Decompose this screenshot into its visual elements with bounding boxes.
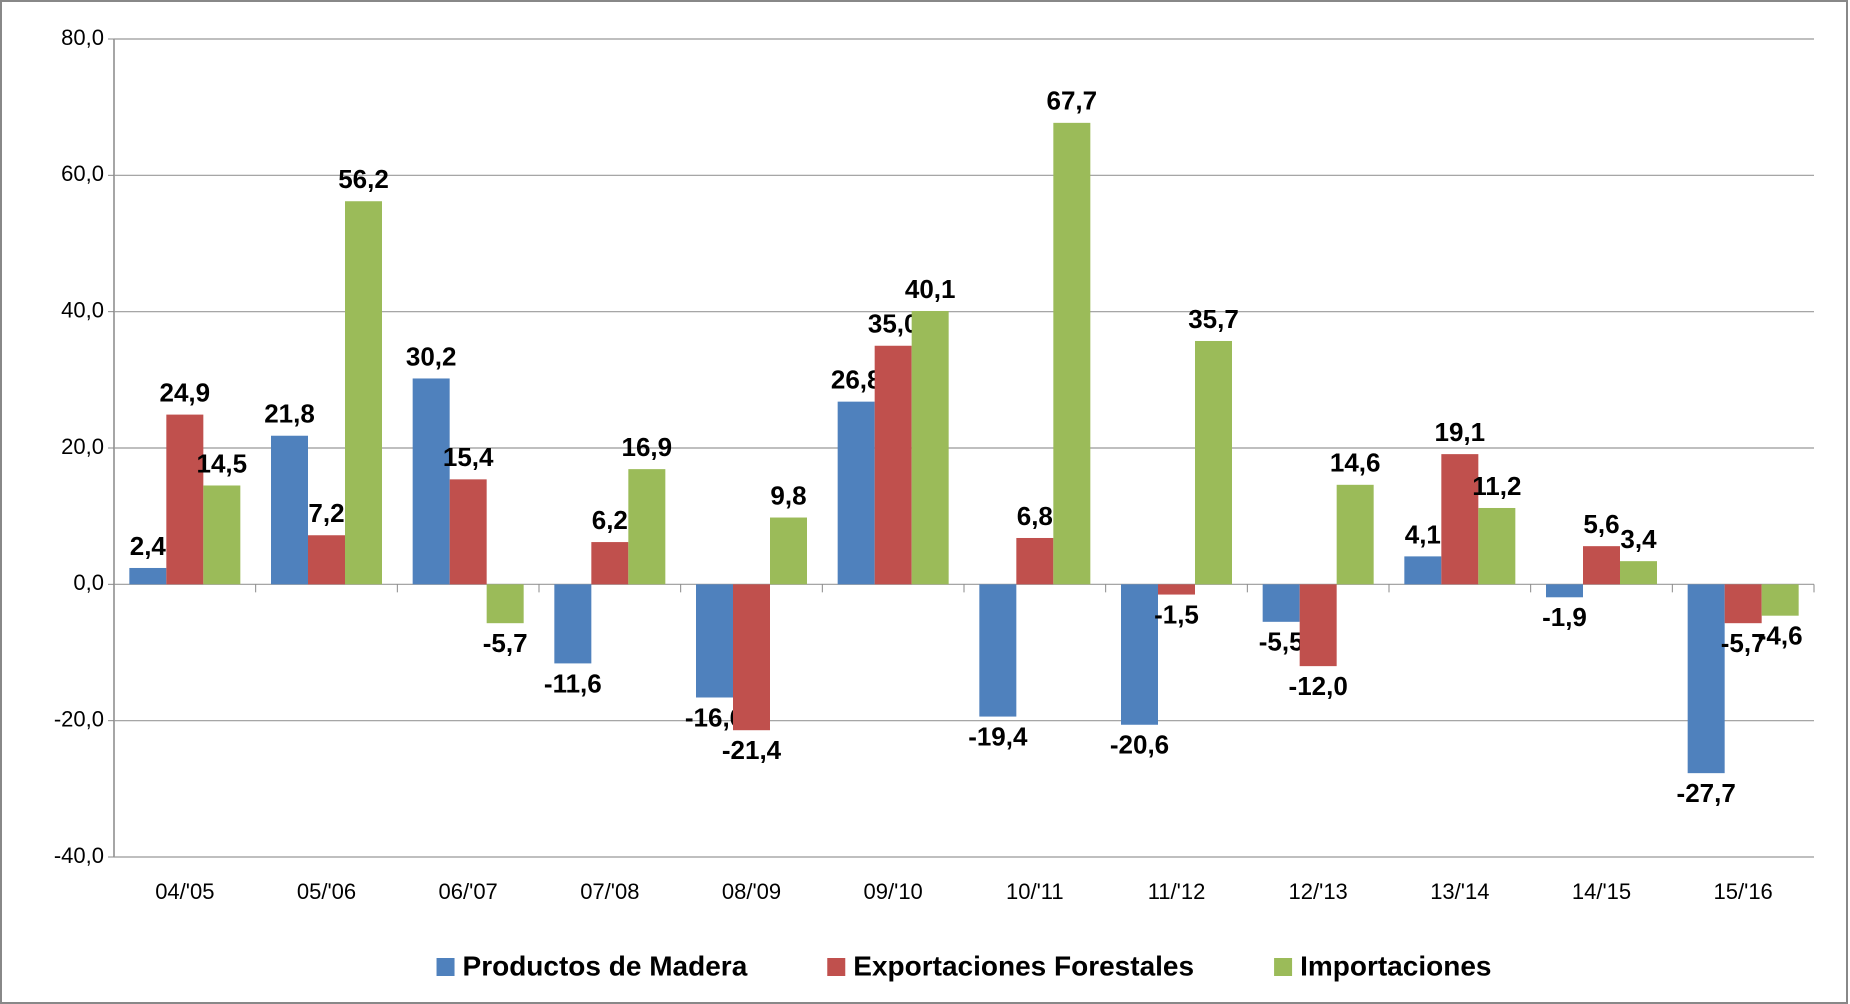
x-tick-label: 09/'10 bbox=[864, 879, 923, 904]
bar bbox=[979, 584, 1017, 717]
legend-swatch bbox=[1274, 958, 1293, 976]
bar bbox=[412, 378, 450, 585]
bar bbox=[345, 201, 382, 585]
data-label: 2,4 bbox=[130, 531, 167, 561]
bar bbox=[591, 542, 629, 585]
data-label: 40,1 bbox=[905, 274, 956, 304]
data-label: -11,6 bbox=[544, 668, 602, 698]
bar bbox=[1620, 561, 1657, 585]
data-label: 19,1 bbox=[1435, 417, 1486, 447]
data-label: 16,9 bbox=[622, 432, 673, 462]
data-label: -4,6 bbox=[1758, 621, 1803, 651]
x-tick-label: 12/'13 bbox=[1289, 879, 1348, 904]
data-label: 35,0 bbox=[868, 309, 919, 339]
bar bbox=[1687, 584, 1725, 774]
data-label: 9,8 bbox=[770, 480, 806, 510]
bar bbox=[837, 401, 875, 585]
bar bbox=[911, 310, 949, 585]
data-label: 21,8 bbox=[264, 399, 315, 429]
data-label: 4,1 bbox=[1405, 519, 1441, 549]
data-label: 5,6 bbox=[1583, 509, 1619, 539]
data-label: 14,5 bbox=[197, 448, 248, 478]
bar bbox=[449, 479, 487, 585]
bar bbox=[1016, 537, 1054, 585]
legend-swatch bbox=[436, 958, 455, 976]
bar bbox=[166, 414, 204, 585]
bar bbox=[1336, 484, 1374, 585]
bar bbox=[554, 584, 592, 664]
data-label: -27,7 bbox=[1677, 778, 1736, 808]
bar bbox=[1583, 546, 1620, 585]
legend-swatch bbox=[827, 958, 846, 976]
data-label: -12,0 bbox=[1289, 671, 1348, 701]
bar bbox=[271, 435, 308, 585]
data-label: -21,4 bbox=[722, 735, 782, 765]
bar bbox=[486, 584, 524, 624]
bar bbox=[1121, 584, 1158, 725]
x-tick-label: 04/'05 bbox=[155, 879, 214, 904]
y-tick-label: 40,0 bbox=[61, 297, 104, 322]
bar bbox=[628, 469, 666, 585]
data-label: 3,4 bbox=[1620, 524, 1657, 554]
bar bbox=[129, 567, 167, 585]
legend-label: Importaciones bbox=[1300, 950, 1491, 981]
data-label: 6,8 bbox=[1017, 501, 1053, 531]
data-label: 11,2 bbox=[1472, 471, 1521, 501]
x-tick-label: 13/'14 bbox=[1430, 879, 1489, 904]
legend-label: Exportaciones Forestales bbox=[853, 950, 1194, 981]
bar bbox=[1158, 584, 1195, 595]
data-label: 26,8 bbox=[831, 365, 882, 395]
data-label: 30,2 bbox=[406, 341, 457, 371]
bar bbox=[1441, 454, 1479, 585]
data-label: 67,7 bbox=[1047, 86, 1098, 116]
bar bbox=[874, 345, 912, 585]
data-label: -5,5 bbox=[1259, 627, 1304, 657]
data-label: -20,6 bbox=[1110, 730, 1169, 760]
data-label: 7,2 bbox=[308, 498, 344, 528]
data-label: 6,2 bbox=[592, 505, 628, 535]
data-label: 14,6 bbox=[1330, 448, 1381, 478]
y-tick-label: -20,0 bbox=[54, 706, 104, 731]
data-label: 35,7 bbox=[1188, 304, 1239, 334]
data-label: 24,9 bbox=[160, 377, 211, 407]
data-label: -19,4 bbox=[968, 721, 1028, 751]
bar bbox=[1478, 507, 1516, 585]
bar bbox=[1299, 584, 1337, 667]
bar bbox=[1262, 584, 1300, 622]
bar bbox=[1546, 584, 1583, 598]
x-tick-label: 05/'06 bbox=[297, 879, 356, 904]
bar bbox=[203, 485, 241, 585]
x-tick-label: 14/'15 bbox=[1572, 879, 1631, 904]
data-label: -1,5 bbox=[1154, 599, 1199, 629]
y-tick-label: -40,0 bbox=[54, 843, 104, 868]
y-tick-label: 60,0 bbox=[61, 161, 104, 186]
x-tick-label: 10/'11 bbox=[1006, 879, 1064, 904]
x-tick-label: 08/'09 bbox=[722, 879, 781, 904]
bar bbox=[1724, 584, 1762, 624]
x-tick-label: 07/'08 bbox=[580, 879, 639, 904]
data-label: -5,7 bbox=[1721, 628, 1766, 658]
bar bbox=[308, 535, 345, 585]
bar bbox=[770, 517, 807, 585]
y-tick-label: 80,0 bbox=[61, 25, 104, 50]
y-tick-label: 0,0 bbox=[73, 570, 104, 595]
x-tick-label: 15/'16 bbox=[1714, 879, 1773, 904]
x-tick-label: 11/'12 bbox=[1148, 879, 1206, 904]
bar bbox=[733, 584, 770, 731]
data-label: -5,7 bbox=[483, 628, 528, 658]
bar bbox=[1195, 340, 1232, 585]
data-label: -1,9 bbox=[1542, 602, 1587, 632]
bar bbox=[1404, 556, 1442, 585]
x-tick-label: 06/'07 bbox=[439, 879, 498, 904]
data-label: 15,4 bbox=[443, 442, 494, 472]
bar bbox=[696, 584, 733, 698]
legend-label: Productos de Madera bbox=[463, 950, 748, 981]
bar bbox=[1053, 122, 1091, 585]
y-tick-label: 20,0 bbox=[61, 434, 104, 459]
bar bbox=[1761, 584, 1799, 616]
data-label: 56,2 bbox=[338, 164, 389, 194]
